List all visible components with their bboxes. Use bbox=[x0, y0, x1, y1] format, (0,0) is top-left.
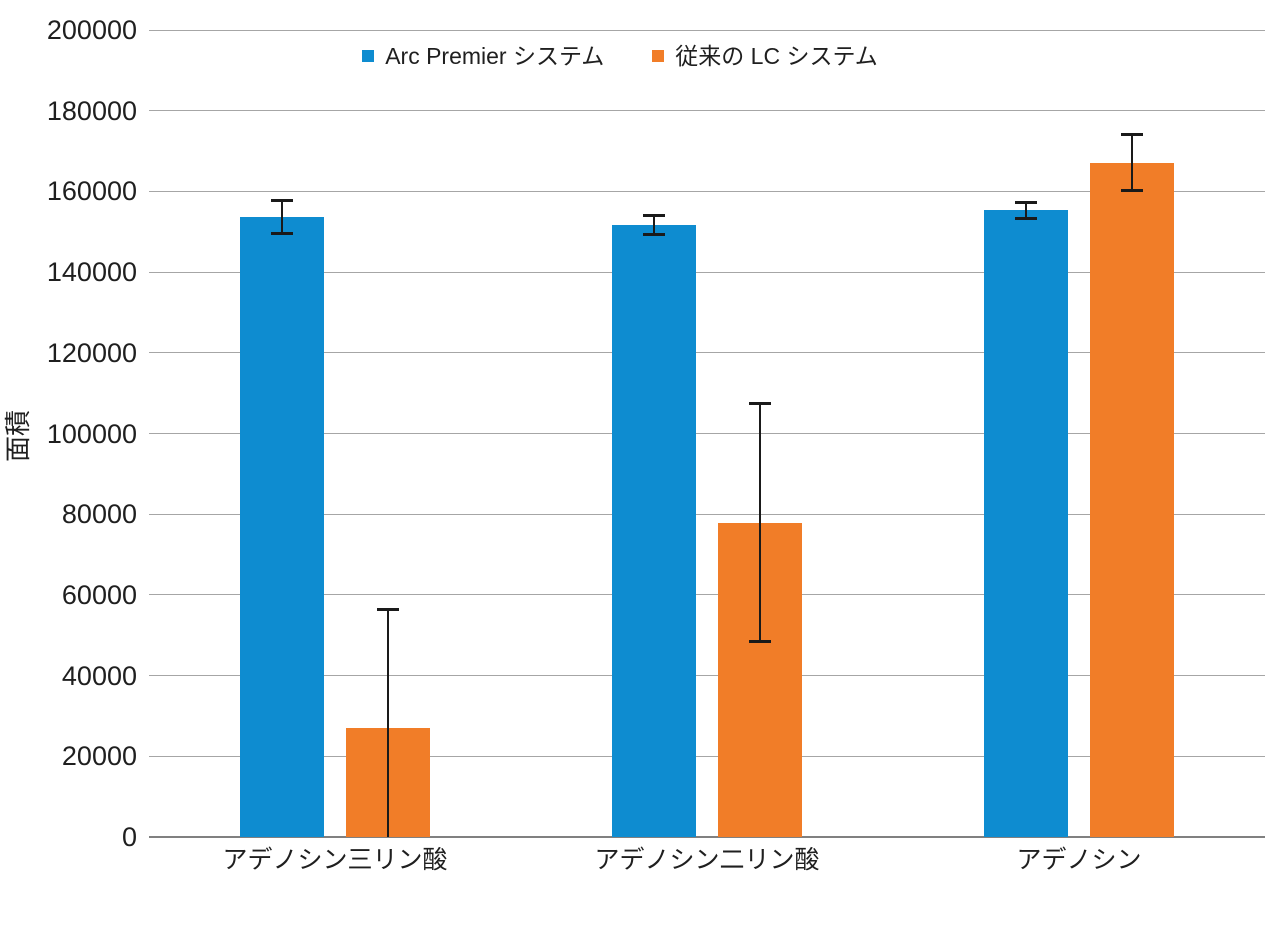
error-bar-top-cap bbox=[643, 214, 665, 218]
error-bar-top-cap bbox=[271, 198, 293, 202]
y-tick-label: 20000 bbox=[61, 741, 137, 772]
x-category-label: アデノシン二リン酸 bbox=[594, 846, 820, 874]
gridline bbox=[149, 352, 1265, 354]
y-tick-label: 60000 bbox=[61, 579, 137, 610]
x-category-label: アデノシン三リン酸 bbox=[222, 846, 448, 874]
gridline bbox=[149, 271, 1265, 273]
error-bar-top-cap bbox=[377, 607, 399, 611]
gridline bbox=[149, 594, 1265, 596]
error-bar-top-cap bbox=[749, 402, 771, 406]
error-bar-line bbox=[387, 608, 389, 837]
bar-series0-cat0 bbox=[240, 216, 324, 837]
legend-item-0: Arc Premier システム bbox=[362, 42, 604, 70]
error-bar-bottom-cap bbox=[1015, 216, 1037, 220]
gridline bbox=[149, 29, 1265, 31]
error-bar-line bbox=[1131, 134, 1133, 192]
x-axis-line bbox=[149, 836, 1265, 838]
gridline bbox=[149, 110, 1265, 112]
error-bar-bottom-cap bbox=[643, 232, 665, 236]
y-tick-label: 80000 bbox=[61, 499, 137, 530]
y-tick-label: 120000 bbox=[46, 337, 137, 368]
legend-marker-icon bbox=[362, 50, 375, 62]
error-bar-top-cap bbox=[1121, 133, 1143, 137]
legend-label: 従来の LC システム bbox=[675, 43, 878, 69]
gridline bbox=[149, 513, 1265, 515]
error-bar-line bbox=[759, 403, 761, 643]
bar-series0-cat2 bbox=[984, 210, 1068, 837]
gridline bbox=[149, 190, 1265, 192]
y-tick-label: 0 bbox=[121, 822, 137, 852]
gridline bbox=[149, 433, 1265, 434]
legend: Arc Premier システム 従来の LC システム bbox=[0, 42, 1240, 70]
gridline bbox=[149, 755, 1265, 757]
error-bar-line bbox=[281, 199, 283, 234]
y-tick-label: 140000 bbox=[46, 257, 137, 288]
legend-label: Arc Premier システム bbox=[385, 43, 605, 69]
legend-marker-icon bbox=[652, 50, 665, 62]
bar-series0-cat1 bbox=[612, 224, 696, 837]
y-tick-label: 180000 bbox=[46, 95, 137, 126]
y-tick-label: 200000 bbox=[46, 15, 137, 45]
error-bar-bottom-cap bbox=[1121, 189, 1143, 193]
error-bar-top-cap bbox=[1015, 200, 1037, 204]
error-bar-bottom-cap bbox=[749, 640, 771, 644]
gridline bbox=[149, 675, 1265, 677]
error-bar-bottom-cap bbox=[271, 231, 293, 235]
error-bar-line bbox=[1025, 201, 1027, 219]
y-tick-label: 100000 bbox=[46, 418, 137, 449]
y-tick-label: 160000 bbox=[46, 176, 137, 207]
x-category-label: アデノシン bbox=[1016, 846, 1142, 874]
bar-series1-cat2 bbox=[1090, 162, 1174, 837]
legend-item-1: 従来の LC システム bbox=[652, 42, 878, 70]
plot-area bbox=[149, 29, 1265, 838]
y-tick-label: 40000 bbox=[61, 660, 137, 691]
error-bar-line bbox=[653, 215, 655, 235]
